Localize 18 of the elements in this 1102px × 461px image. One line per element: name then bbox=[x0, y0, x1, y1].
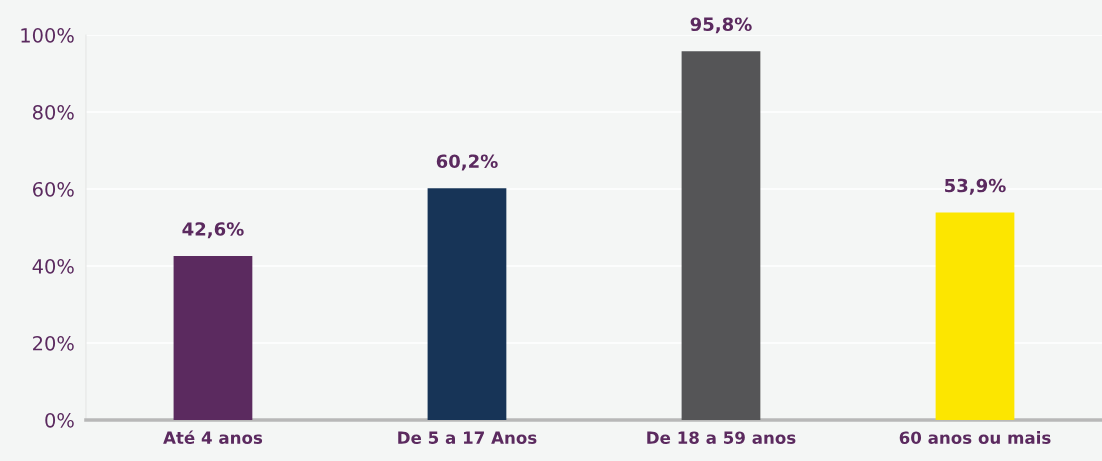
y-tick-label: 60% bbox=[32, 181, 74, 197]
bar bbox=[935, 212, 1015, 420]
data-label: 42,6% bbox=[182, 222, 244, 239]
y-tick-label: 20% bbox=[33, 335, 74, 351]
x-tick-label: 60 anos ou mais bbox=[899, 431, 1051, 444]
x-tick-label: De 18 a 59 anos bbox=[647, 431, 796, 444]
x-tick-label: De 5 a 17 Anos bbox=[398, 431, 537, 444]
bar bbox=[173, 255, 253, 420]
data-label: 60,2% bbox=[436, 154, 498, 171]
y-tick-label: 0% bbox=[45, 412, 74, 428]
y-tick-label: 100% bbox=[21, 27, 74, 43]
bar bbox=[681, 51, 761, 420]
data-label: 95,8% bbox=[690, 17, 752, 34]
y-tick-label: 80% bbox=[32, 104, 74, 120]
bar bbox=[427, 188, 507, 420]
x-tick-label: Até 4 anos bbox=[163, 430, 263, 444]
data-label: 53,9% bbox=[945, 178, 1006, 195]
y-tick-label: 40% bbox=[32, 258, 74, 274]
